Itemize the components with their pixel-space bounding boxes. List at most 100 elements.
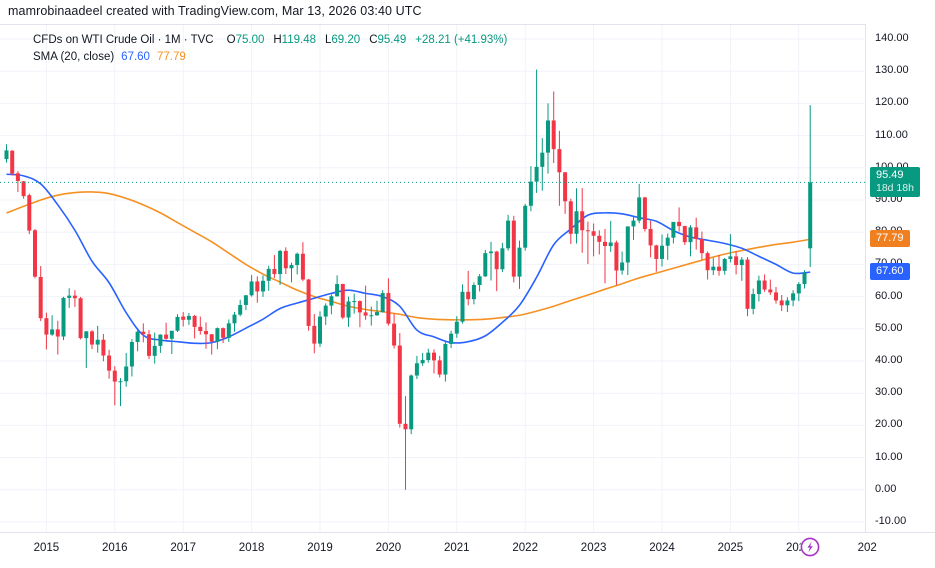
candle-body [665,237,670,246]
candle-body [591,231,596,236]
candle-body [597,235,602,242]
lightning-bolt-button[interactable] [800,537,820,557]
candle-body [44,318,49,335]
candle-body [557,149,562,173]
price-tick-label: 110.00 [875,128,908,141]
candle-body [671,221,676,238]
candle-body [660,245,664,259]
candle-body [135,331,140,343]
sma-slow-badge: 77.79 [870,229,910,247]
candle-body [243,295,248,305]
candle-body [386,293,391,324]
candle-body [489,251,493,254]
candle-body [705,253,710,271]
indicator-label[interactable]: SMA (20, close) [33,51,115,63]
year-label: 2020 [375,542,402,554]
candle-body [107,355,112,371]
candle-body [357,301,362,313]
candle-body [808,182,813,249]
candle-body [722,258,727,271]
symbol-row[interactable]: CFDs on WTI Crude Oil · 1M · TVC O75.00 H… [33,32,507,49]
symbol-title[interactable]: CFDs on WTI Crude Oil · 1M · TVC [33,34,214,46]
candle-body [682,226,687,243]
candle-body [677,221,682,227]
candle-body [756,280,761,295]
candle-body [785,300,790,306]
year-label: 2022 [512,542,538,554]
candle-body [90,331,94,345]
candle-body [186,315,191,320]
candle-body [38,276,43,319]
price-axis[interactable]: -10.00 0.00 10.00 20.00 30.00 40.00 50.00 60.00… [867,24,935,532]
candle-body [375,312,379,316]
candle-body [397,345,402,424]
price-tick-label: 0.00 [875,482,897,495]
candle-body [101,339,106,356]
candle-body [352,301,357,303]
candle-body [631,220,636,227]
candle-body [620,262,625,271]
candle-body [791,293,796,301]
candle-body [152,345,157,356]
candle-body [249,281,254,296]
candlestick-chart[interactable] [0,25,866,533]
candle-body [432,352,436,361]
candle-body [414,363,419,376]
candle-body [124,366,129,382]
year-label: 2025 [717,542,744,554]
time-axis[interactable]: 2015 2016 2017 2018 2019 2020 2021 2022 2023 2024… [0,532,935,568]
year-label: 2017 [170,542,196,554]
candle-body [283,250,288,269]
candle-body [306,279,311,326]
candle-body [238,304,243,315]
candles [4,69,813,490]
candle-body [209,334,214,342]
candle-body [546,120,550,153]
candle-body [437,360,442,375]
candle-body [585,230,590,232]
indicator-row[interactable]: SMA (20, close) 67.60 77.79 [33,49,507,66]
grid [0,25,866,533]
candle-body [198,326,203,332]
candle-body [289,265,294,269]
candle-body [802,273,807,285]
price-tick-label: -10.00 [875,515,907,527]
candle-body [335,284,340,297]
candle-body [147,334,151,356]
candle-body [745,259,750,309]
candle-body [67,295,72,298]
candle-body [728,256,733,259]
ohlc-values: O75.00 H119.48 L69.20 C95.49 [227,32,407,49]
candle-body [346,301,351,318]
candle-body [175,316,180,331]
candle-body [471,285,476,300]
candle-body [95,339,100,345]
year-label: 2024 [649,542,675,554]
ohlc-pair: H119.48 [273,34,316,46]
candle-body [460,291,465,322]
candle-body [84,331,89,339]
candle-body [568,201,573,234]
candle-body [523,205,528,248]
price-tick-label: 50.00 [875,321,903,334]
candle-body [563,172,568,202]
candle-body [112,370,117,382]
candle-body [312,325,317,344]
candle-body [648,228,653,246]
chart-panel[interactable]: CFDs on WTI Crude Oil · 1M · TVC O75.00 H… [0,24,866,557]
price-tick-label: 10.00 [875,450,903,463]
price-tick-label: 140.00 [875,32,909,44]
candle-body [15,173,20,182]
price-tick-label: 130.00 [875,64,909,77]
candle-body [226,323,231,338]
candle-body [699,238,704,254]
price-tick-label: 60.00 [875,289,903,302]
candle-body [694,227,699,239]
chart-legend: CFDs on WTI Crude Oil · 1M · TVC O75.00 H… [33,32,507,66]
candle-body [129,342,134,367]
candle-body [642,197,647,229]
candle-body [608,242,613,247]
year-label: 2018 [238,542,265,554]
candle-body [751,294,756,309]
